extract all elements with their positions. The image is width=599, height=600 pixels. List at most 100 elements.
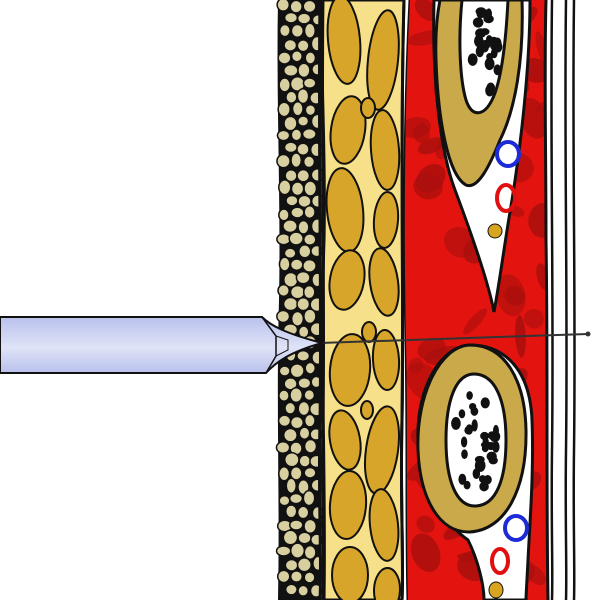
skin-cell (275, 545, 292, 557)
nerve-fiber (474, 455, 485, 464)
skin-cell (278, 365, 291, 377)
skin-cell (289, 284, 306, 300)
skin-cell (283, 141, 298, 154)
skin-cell (302, 155, 316, 169)
nerve-fascicle (458, 0, 510, 115)
fat-lobule (368, 488, 400, 562)
nerve-fiber (461, 449, 468, 460)
nerve-fiber (458, 473, 467, 485)
fat-lobule (360, 97, 376, 119)
skin-cell (277, 101, 291, 118)
skin-cell (284, 583, 298, 596)
skin-cell (284, 558, 299, 572)
muscle-fiber-shade (416, 515, 435, 533)
skin-cell (291, 101, 304, 117)
lower-nerve-fascicle (444, 372, 508, 508)
fat-lobule (360, 400, 374, 420)
skin-cell (296, 142, 310, 157)
skin-cell (276, 0, 291, 12)
skin-cell (302, 489, 316, 507)
nerve-fiber (471, 419, 478, 432)
skin-cell (303, 204, 316, 220)
skin-cell (278, 494, 291, 507)
nerve-fiber (480, 39, 491, 50)
skin-cell (296, 87, 310, 105)
nerve-fiber (458, 409, 466, 419)
skin-cell (283, 115, 298, 132)
skin-cell (297, 115, 310, 127)
skin-cell (285, 90, 298, 104)
skin-cell (288, 231, 304, 246)
nerve-fiber (480, 431, 489, 441)
nerve-fiber (480, 397, 490, 409)
skin-cell (289, 570, 304, 583)
skin-cell (296, 297, 311, 312)
skin-cell (303, 413, 316, 428)
skin-cell (289, 542, 306, 559)
nerve-fiber (493, 64, 502, 76)
skin-cell (275, 440, 291, 455)
skin-cell (288, 519, 304, 531)
fat-lobule (331, 546, 369, 600)
deep-fascia-lines (550, 0, 576, 600)
skin-cell (297, 219, 310, 235)
nerve-fiber (479, 28, 490, 36)
skin-cell (282, 296, 299, 312)
skin-cell (289, 363, 305, 379)
skin-cell (297, 377, 312, 390)
muscle-fiber-shade (416, 163, 446, 193)
skin-cell (278, 256, 291, 272)
skin-cell (295, 270, 311, 285)
skin-cell (297, 584, 310, 597)
skin-cell (289, 258, 304, 272)
muscle-fiber-shade (523, 308, 544, 329)
skin-cell (278, 77, 292, 93)
needle-bevel-inner (275, 335, 289, 357)
skin-cell (278, 208, 290, 222)
fat-lobule (361, 321, 377, 343)
nerve-fiber (487, 59, 494, 68)
vein-icon (495, 140, 521, 168)
skin-cell (277, 51, 292, 65)
needle-shaft (0, 316, 326, 374)
skin-cell (278, 179, 292, 196)
needle-icon (0, 316, 591, 374)
skin-cell (304, 361, 317, 375)
muscle-fiber-shade (519, 97, 548, 139)
skin-cell (297, 531, 312, 545)
muscle-fiber-shade (495, 274, 526, 317)
skin-cell (302, 0, 317, 14)
fat-lobule (371, 329, 401, 391)
fat-layer (320, 0, 406, 600)
skin-cell (276, 309, 291, 324)
artery-icon (495, 183, 517, 213)
skin-cell (302, 258, 317, 273)
skin-cell (289, 415, 305, 430)
skin-cell (304, 51, 317, 65)
skin-cell (278, 23, 291, 38)
needle-bevel (261, 316, 277, 374)
nerve-fiber (485, 8, 492, 20)
skin-cell (303, 438, 318, 454)
fat-lobule (329, 95, 367, 165)
skin-cell (283, 451, 300, 468)
muscle-fiber-shade (524, 564, 546, 586)
nerve-fiber (480, 441, 492, 449)
nerve-fiber (479, 481, 489, 492)
skin-cell (302, 77, 317, 89)
muscle-fiber-shade (414, 0, 438, 21)
skin-cell (285, 477, 298, 494)
fat-lobule (328, 333, 372, 407)
nerve-fiber (460, 436, 468, 448)
skin-cell (289, 0, 303, 14)
skin-cell (297, 62, 311, 79)
skin-cell (296, 12, 312, 25)
lower-nerve-fibers (451, 391, 501, 492)
skin-cell (303, 180, 318, 197)
nerve-fiber (467, 53, 478, 66)
skin-cell (276, 153, 291, 169)
skin-cell (303, 466, 317, 479)
skin-cell (303, 544, 317, 560)
fat-lobules (325, 0, 402, 600)
skin-cell (303, 571, 316, 584)
